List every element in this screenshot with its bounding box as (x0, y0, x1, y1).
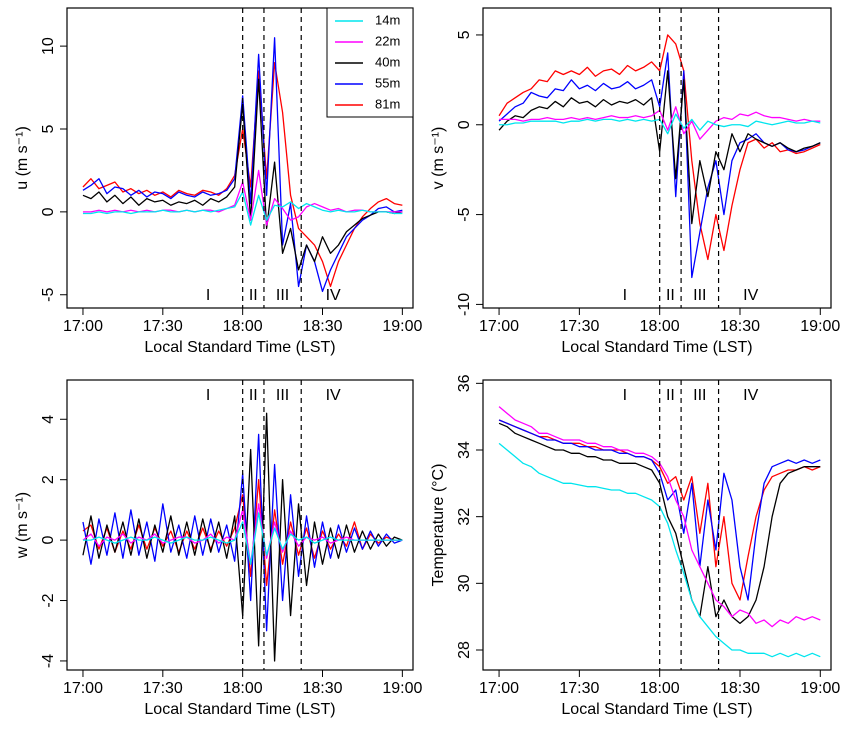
x-tick-label: 17:00 (63, 318, 103, 335)
x-tick-label: 17:30 (143, 318, 183, 335)
phase-label: IV (326, 287, 341, 304)
plot-frame (482, 379, 832, 671)
y-axis-label: w (m s⁻¹) (14, 492, 31, 559)
phase-label: IV (326, 387, 341, 404)
phase-label: III (276, 387, 289, 404)
y-tick-label: 5 (40, 124, 57, 133)
data-line (498, 34, 821, 261)
legend-label: 40m (375, 54, 400, 69)
y-tick-label: 28 (456, 641, 473, 659)
x-tick-label: 18:00 (223, 318, 263, 335)
x-axis-label: Local Standard Time (LST) (144, 339, 335, 356)
y-axis-label: Temperature (°C) (430, 464, 447, 587)
x-tick-label: 18:30 (720, 680, 760, 697)
data-line (82, 37, 403, 293)
data-line (82, 78, 403, 271)
x-axis-label: Local Standard Time (LST) (561, 701, 752, 718)
phase-label: IV (743, 287, 758, 304)
plot-frame (66, 379, 414, 671)
phase-label: II (666, 287, 675, 304)
x-tick-label: 17:30 (559, 680, 599, 697)
y-tick-label: 36 (456, 374, 473, 392)
x-tick-label: 18:30 (302, 680, 342, 697)
y-tick-label: -10 (456, 293, 473, 316)
x-tick-label: 19:00 (800, 318, 840, 335)
x-tick-label: 17:30 (559, 318, 599, 335)
y-tick-label: 32 (456, 508, 473, 526)
plot-frame (482, 7, 832, 309)
data-line (498, 419, 821, 601)
x-axis-label: Local Standard Time (LST) (561, 339, 752, 356)
phase-label: II (249, 287, 258, 304)
y-tick-label: 4 (40, 415, 57, 424)
x-tick-label: 18:00 (640, 318, 680, 335)
phase-label: IV (743, 387, 758, 404)
phase-label: II (249, 387, 258, 404)
x-tick-label: 19:00 (800, 680, 840, 697)
x-tick-label: 18:30 (720, 318, 760, 335)
legend-label: 22m (375, 33, 400, 48)
y-tick-label: 10 (40, 37, 57, 55)
y-tick-label: -5 (40, 288, 57, 302)
y-tick-label: 30 (456, 574, 473, 592)
y-axis-label: u (m s⁻¹) (14, 126, 31, 190)
y-tick-label: -5 (456, 207, 473, 221)
data-line (498, 70, 821, 225)
x-tick-label: 18:00 (640, 680, 680, 697)
x-tick-label: 17:00 (479, 680, 519, 697)
y-axis-label: v (m s⁻¹) (430, 127, 447, 190)
y-tick-label: 0 (456, 120, 473, 129)
y-tick-label: 0 (40, 536, 57, 545)
y-tick-label: 0 (40, 207, 57, 216)
phase-label: II (666, 387, 675, 404)
x-tick-label: 19:00 (382, 318, 422, 335)
y-tick-label: -2 (40, 593, 57, 607)
x-axis-label: Local Standard Time (LST) (144, 701, 335, 718)
x-tick-label: 17:00 (63, 680, 103, 697)
x-tick-label: 19:00 (382, 680, 422, 697)
x-tick-label: 17:30 (143, 680, 183, 697)
legend-label: 14m (375, 12, 400, 27)
legend-label: 55m (375, 75, 400, 90)
phase-label: I (623, 287, 627, 304)
phase-label: I (206, 387, 210, 404)
y-tick-label: 2 (40, 475, 57, 484)
phase-label: III (693, 387, 706, 404)
y-tick-label: 34 (456, 441, 473, 459)
data-line (82, 512, 403, 565)
legend-label: 81m (375, 96, 400, 111)
x-tick-label: 17:00 (479, 318, 519, 335)
phase-label: III (276, 287, 289, 304)
x-tick-label: 18:30 (302, 318, 342, 335)
phase-label: III (693, 287, 706, 304)
phase-label: I (206, 287, 210, 304)
phase-label: I (623, 387, 627, 404)
y-tick-label: -4 (40, 654, 57, 668)
y-tick-label: 5 (456, 30, 473, 39)
x-tick-label: 18:00 (223, 680, 263, 697)
